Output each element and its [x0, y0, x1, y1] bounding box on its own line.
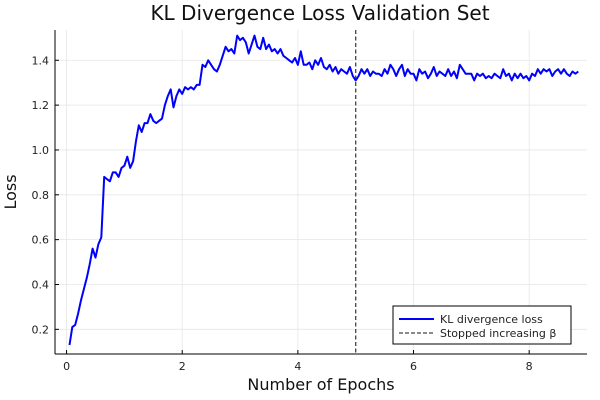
- x-tick-label: 2: [179, 360, 186, 373]
- y-tick-label: 1.2: [32, 99, 50, 112]
- y-tick-label: 0.4: [32, 278, 50, 291]
- y-tick-label: 0.6: [32, 234, 50, 247]
- legend-label-kl-loss: KL divergence loss: [440, 313, 543, 326]
- y-tick-label: 1.0: [32, 144, 50, 157]
- y-tick-label: 0.2: [32, 323, 50, 336]
- y-axis-label: Loss: [1, 174, 20, 209]
- x-tick-label: 8: [526, 360, 533, 373]
- axes: [54, 30, 587, 355]
- x-tick-label: 6: [410, 360, 417, 373]
- chart-title: KL Divergence Loss Validation Set: [150, 1, 489, 25]
- y-ticks: 0.2 0.4 0.6 0.8 1.0 1.2 1.4: [32, 54, 59, 336]
- kl-loss-line: [68, 34, 579, 346]
- x-axis-label: Number of Epochs: [247, 375, 394, 394]
- legend-box: [392, 305, 572, 345]
- grid: [55, 30, 587, 354]
- legend: KL divergence loss Stopped increasing β: [392, 305, 572, 345]
- y-tick-label: 1.4: [32, 54, 50, 67]
- x-tick-label: 4: [294, 360, 301, 373]
- x-ticks: 0 2 4 6 8: [63, 350, 533, 373]
- y-tick-label: 0.8: [32, 189, 50, 202]
- plot-lines: [68, 30, 579, 354]
- legend-label-stopped-beta: Stopped increasing β: [440, 327, 556, 340]
- x-tick-label: 0: [63, 360, 70, 373]
